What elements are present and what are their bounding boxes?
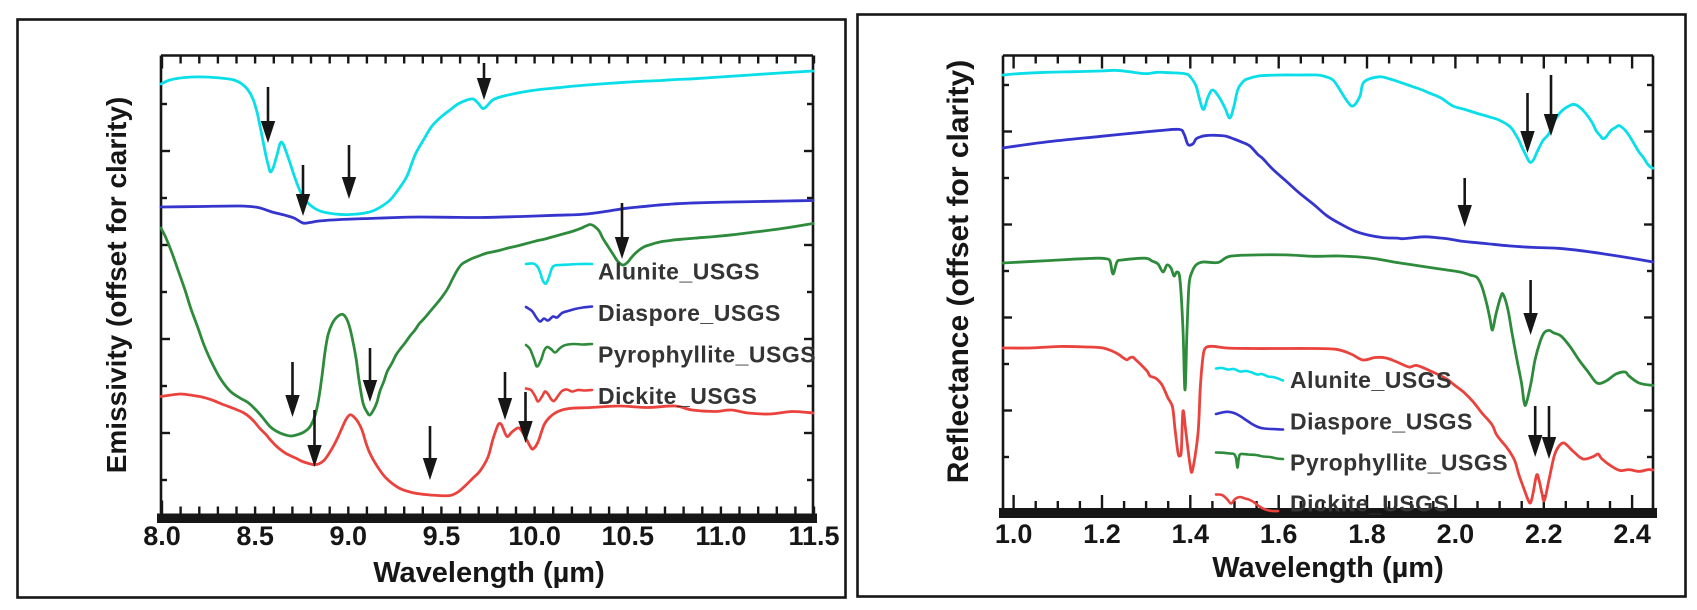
svg-text:Diaspore_USGS: Diaspore_USGS [598,300,781,326]
svg-text:Reflectance (offset for clarit: Reflectance (offset for clarity) [942,60,975,483]
svg-text:1.2: 1.2 [1083,519,1121,549]
svg-text:1.6: 1.6 [1260,519,1298,549]
svg-text:Dickite_USGS: Dickite_USGS [1290,491,1449,517]
svg-text:1.8: 1.8 [1348,519,1386,549]
svg-text:Diaspore_USGS: Diaspore_USGS [1290,409,1473,435]
svg-text:1.0: 1.0 [995,519,1033,549]
svg-text:2.2: 2.2 [1525,519,1563,549]
svg-text:8.0: 8.0 [143,521,181,551]
svg-text:9.0: 9.0 [330,521,368,551]
svg-text:Dickite_USGS: Dickite_USGS [598,383,757,409]
svg-text:Alunite_USGS: Alunite_USGS [1290,367,1452,393]
svg-text:10.5: 10.5 [601,521,654,551]
svg-text:11.5: 11.5 [789,521,840,551]
svg-text:2.4: 2.4 [1613,519,1651,549]
svg-text:Wavelength (µm): Wavelength (µm) [373,557,605,589]
svg-text:9.5: 9.5 [423,521,461,551]
svg-text:1.4: 1.4 [1172,519,1210,549]
svg-text:11.0: 11.0 [695,521,746,551]
svg-text:Alunite_USGS: Alunite_USGS [598,259,760,285]
svg-text:Emissivity (offset for clarity: Emissivity (offset for clarity) [101,97,132,474]
svg-text:Pyrophyllite_USGS: Pyrophyllite_USGS [598,342,816,368]
svg-text:Pyrophyllite_USGS: Pyrophyllite_USGS [1290,450,1508,476]
svg-text:8.5: 8.5 [236,521,274,551]
svg-text:10.0: 10.0 [508,521,561,551]
svg-text:Wavelength (µm): Wavelength (µm) [1212,552,1444,584]
svg-text:2.0: 2.0 [1437,519,1475,549]
